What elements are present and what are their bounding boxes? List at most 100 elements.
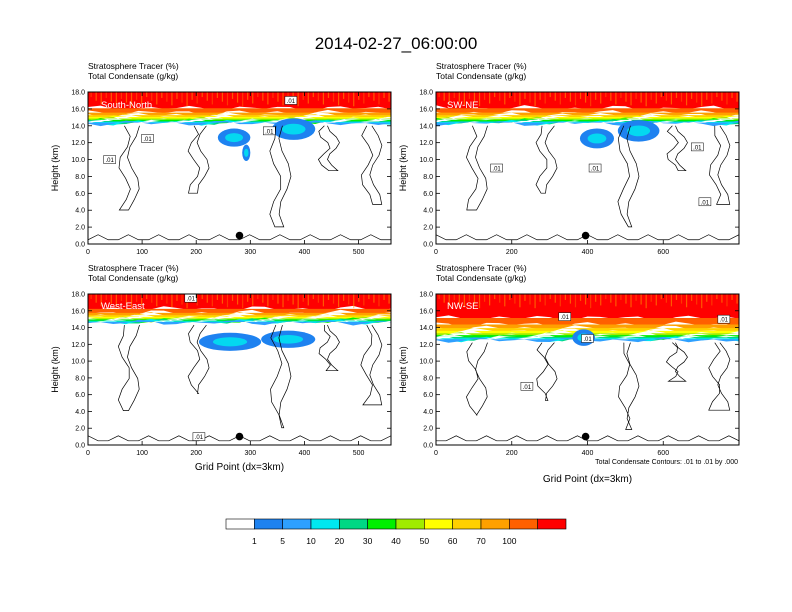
tracer-streak — [534, 92, 536, 107]
tracer-streak — [524, 294, 526, 301]
tracer-streak — [473, 294, 476, 305]
y-tick-label: 8.0 — [75, 174, 85, 181]
y-tick-label: 12.0 — [419, 342, 433, 349]
panel-nw-se: Stratosphere Tracer (%)Total Condensate … — [398, 263, 740, 485]
tracer-streak — [272, 294, 274, 300]
contour-label: .01 — [184, 294, 198, 303]
svg-text:.01: .01 — [105, 158, 114, 164]
tracer-streak — [670, 294, 673, 307]
colorbar-bin — [225, 518, 255, 530]
tracer-streak — [438, 294, 440, 300]
tracer-streak — [221, 92, 224, 102]
tracer-streak — [610, 92, 612, 101]
panel-west-east: Stratosphere Tracer (%)Total Condensate … — [50, 263, 392, 473]
tracer-streak — [322, 92, 325, 105]
tracer-streak — [378, 92, 380, 105]
x-tick-label: 0 — [434, 249, 438, 256]
tracer-streak — [141, 92, 143, 104]
x-tick-label: 400 — [582, 249, 594, 256]
svg-text:.01: .01 — [523, 385, 532, 391]
x-tick-label: 0 — [434, 450, 438, 457]
tracer-streak — [549, 294, 551, 300]
tracer-streak — [125, 92, 128, 103]
tracer-streak — [297, 294, 299, 309]
colorbar-bin — [480, 518, 510, 530]
tracer-streak — [529, 92, 531, 103]
colorbar-bin — [339, 518, 368, 530]
tracer-streak — [721, 92, 723, 101]
tracer-streak — [191, 92, 193, 100]
y-tick-label: 16.0 — [419, 106, 433, 113]
tracer-streak — [100, 92, 102, 105]
contour-line — [318, 324, 340, 372]
tracer-streak — [605, 294, 607, 300]
tracer-streak — [282, 294, 284, 308]
colorbar-label: 1 — [252, 536, 257, 546]
y-tick-label: 18.0 — [71, 292, 85, 299]
tracer-streak — [650, 92, 652, 100]
tracer-streak — [90, 294, 92, 300]
tracer-streak — [151, 92, 153, 101]
colorbar-bin — [537, 518, 567, 530]
tracer-streak — [680, 294, 683, 304]
tracer-streak — [287, 92, 289, 99]
tracer-streak — [610, 294, 612, 303]
tracer-streak — [348, 294, 350, 305]
tracer-streak — [130, 92, 133, 107]
x-tick-label: 300 — [244, 249, 256, 256]
tracer-streak — [458, 92, 460, 102]
tracer-streak — [514, 92, 516, 102]
tracer-streak — [529, 294, 531, 305]
tracer-streak — [236, 92, 239, 103]
tracer-streak — [353, 294, 355, 309]
tracer-streak — [645, 92, 647, 107]
svg-text:.01: .01 — [561, 315, 570, 321]
svg-text:.01: .01 — [265, 129, 274, 135]
tracer-streak — [468, 294, 471, 301]
tracer-streak — [645, 294, 647, 309]
tracer-streak — [590, 92, 592, 107]
svg-text:.01: .01 — [583, 337, 592, 343]
colorbar: 1 5 10 20 30 40 50 60 70 100 — [225, 518, 567, 546]
tracer-streak — [680, 92, 683, 102]
contour-line — [270, 324, 292, 429]
contour-line — [709, 125, 731, 205]
tracer-streak — [161, 92, 163, 98]
tracer-streak — [135, 294, 138, 302]
tracer-streak — [706, 294, 708, 302]
tracer-streak — [473, 92, 476, 103]
svg-text:South-North: South-North — [101, 100, 152, 111]
y-tick-label: 14.0 — [419, 123, 433, 130]
y-axis-label: Height (km) — [398, 145, 408, 192]
tracer-patch-core — [587, 133, 607, 144]
tracer-streak — [120, 92, 123, 99]
y-tick-label: 12.0 — [419, 140, 433, 147]
panels: Stratosphere Tracer (%)Total Condensate … — [50, 61, 740, 485]
tracer-streak — [277, 92, 279, 102]
x-tick-label: 500 — [353, 450, 365, 457]
tracer-streak — [181, 294, 183, 305]
contour-line — [466, 342, 488, 416]
y-tick-label: 8.0 — [423, 375, 433, 382]
tracer-streak — [483, 294, 486, 302]
y-tick-label: 18.0 — [71, 90, 85, 97]
tracer-streak — [115, 92, 117, 106]
tracer-streak — [655, 92, 657, 104]
y-tick-label: 14.0 — [71, 123, 85, 130]
tracer-streak — [297, 92, 299, 107]
x-tick-label: 600 — [657, 450, 669, 457]
y-tick-label: 2.0 — [75, 225, 85, 232]
svg-text:.01: .01 — [143, 137, 152, 143]
tracer-streak — [489, 294, 491, 306]
tracer-patch-core — [273, 334, 304, 344]
tracer-streak — [635, 92, 637, 99]
y-tick-label: 18.0 — [419, 292, 433, 299]
tracer-streak — [660, 92, 662, 98]
tracer-streak — [307, 294, 309, 306]
tracer-streak — [105, 92, 107, 98]
contour-line — [317, 125, 340, 172]
panel-title-condensate: Total Condensate (g/kg) — [436, 273, 526, 283]
contour-line — [666, 125, 688, 172]
tracer-field: .01 .01 — [88, 294, 391, 442]
tracer-streak — [95, 294, 97, 303]
